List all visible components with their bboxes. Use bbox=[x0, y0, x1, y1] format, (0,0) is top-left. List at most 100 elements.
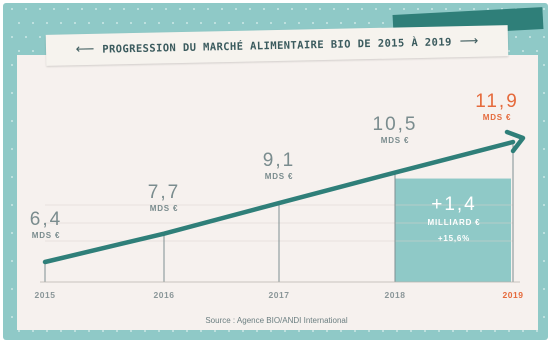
background-dot bbox=[11, 64, 13, 66]
x-tick-2015: 2015 bbox=[35, 290, 56, 300]
background-dot bbox=[172, 330, 174, 332]
background-dot bbox=[333, 8, 335, 10]
background-dot bbox=[116, 330, 118, 332]
background-dot bbox=[508, 50, 510, 52]
background-dot bbox=[529, 36, 531, 38]
increase-unit: MILLIARD € bbox=[428, 218, 481, 227]
background-dot bbox=[368, 330, 370, 332]
background-dot bbox=[536, 50, 538, 52]
background-dot bbox=[508, 330, 510, 332]
background-dot bbox=[305, 8, 307, 10]
background-dot bbox=[18, 50, 20, 52]
background-dot bbox=[11, 92, 13, 94]
background-dot bbox=[137, 8, 139, 10]
background-dot bbox=[158, 330, 160, 332]
background-dot bbox=[438, 330, 440, 332]
background-dot bbox=[431, 8, 433, 10]
background-dot bbox=[46, 22, 48, 24]
background-dot bbox=[186, 22, 188, 24]
background-dot bbox=[466, 330, 468, 332]
background-dot bbox=[123, 8, 125, 10]
background-dot bbox=[67, 8, 69, 10]
background-dot bbox=[11, 204, 13, 206]
background-dot bbox=[11, 316, 13, 318]
trend-line bbox=[42, 139, 516, 265]
source-note: Source : Agence BIO/ANDI International bbox=[205, 316, 348, 325]
background-dot bbox=[46, 330, 48, 332]
background-dot bbox=[165, 8, 167, 10]
background-dot bbox=[18, 22, 20, 24]
background-dot bbox=[214, 330, 216, 332]
background-dot bbox=[543, 288, 545, 290]
background-dot bbox=[144, 22, 146, 24]
background-dot bbox=[11, 288, 13, 290]
background-dot bbox=[361, 8, 363, 10]
background-dot bbox=[284, 330, 286, 332]
background-dot bbox=[459, 8, 461, 10]
background-dot bbox=[410, 330, 412, 332]
background-dot bbox=[11, 260, 13, 262]
background-dot bbox=[242, 22, 244, 24]
background-dot bbox=[522, 50, 524, 52]
background-dot bbox=[445, 8, 447, 10]
value-label-2018: 10,5 bbox=[373, 114, 418, 135]
background-dot bbox=[389, 8, 391, 10]
background-dot bbox=[347, 8, 349, 10]
x-tick-2017: 2017 bbox=[269, 290, 290, 300]
background-dot bbox=[543, 36, 545, 38]
background-dot bbox=[200, 22, 202, 24]
value-label-2015: 6,4 bbox=[30, 209, 62, 230]
background-dot bbox=[543, 260, 545, 262]
background-dot bbox=[228, 22, 230, 24]
background-dot bbox=[424, 330, 426, 332]
background-dot bbox=[340, 330, 342, 332]
background-dot bbox=[291, 8, 293, 10]
value-label-2016: 7,7 bbox=[148, 182, 180, 203]
background-dot bbox=[39, 36, 41, 38]
background-dot bbox=[382, 22, 384, 24]
background-dot bbox=[186, 330, 188, 332]
background-dot bbox=[326, 330, 328, 332]
background-dot bbox=[39, 8, 41, 10]
background-dot bbox=[60, 22, 62, 24]
background-dot bbox=[270, 330, 272, 332]
background-dot bbox=[53, 8, 55, 10]
background-dot bbox=[249, 8, 251, 10]
background-dot bbox=[403, 8, 405, 10]
background-dot bbox=[214, 22, 216, 24]
background-dot bbox=[109, 8, 111, 10]
background-dot bbox=[277, 8, 279, 10]
trend-arrow-head bbox=[504, 129, 526, 154]
background-dot bbox=[543, 316, 545, 318]
increase-value: +1,4 bbox=[431, 194, 477, 215]
background-dot bbox=[242, 330, 244, 332]
background-dot bbox=[11, 176, 13, 178]
background-dot bbox=[235, 8, 237, 10]
background-dot bbox=[11, 120, 13, 122]
background-dot bbox=[263, 8, 265, 10]
background-dot bbox=[11, 232, 13, 234]
background-dot bbox=[480, 330, 482, 332]
value-unit-2017: MDS € bbox=[265, 172, 293, 181]
background-dot bbox=[494, 330, 496, 332]
background-dot bbox=[11, 148, 13, 150]
background-dot bbox=[452, 330, 454, 332]
increase-box bbox=[395, 178, 511, 282]
background-dot bbox=[319, 8, 321, 10]
background-dot bbox=[88, 330, 90, 332]
value-unit-2015: MDS € bbox=[32, 231, 60, 240]
value-unit-2018: MDS € bbox=[381, 136, 409, 145]
background-dot bbox=[473, 8, 475, 10]
background-dot bbox=[536, 330, 538, 332]
background-dot bbox=[102, 22, 104, 24]
background-dot bbox=[74, 330, 76, 332]
value-label-2017: 9,1 bbox=[263, 150, 295, 171]
background-dot bbox=[298, 22, 300, 24]
value-unit-2019: MDS € bbox=[483, 113, 511, 122]
background-dot bbox=[312, 22, 314, 24]
background-dot bbox=[368, 22, 370, 24]
background-dot bbox=[25, 36, 27, 38]
background-dot bbox=[326, 22, 328, 24]
background-dot bbox=[543, 92, 545, 94]
background-dot bbox=[11, 36, 13, 38]
